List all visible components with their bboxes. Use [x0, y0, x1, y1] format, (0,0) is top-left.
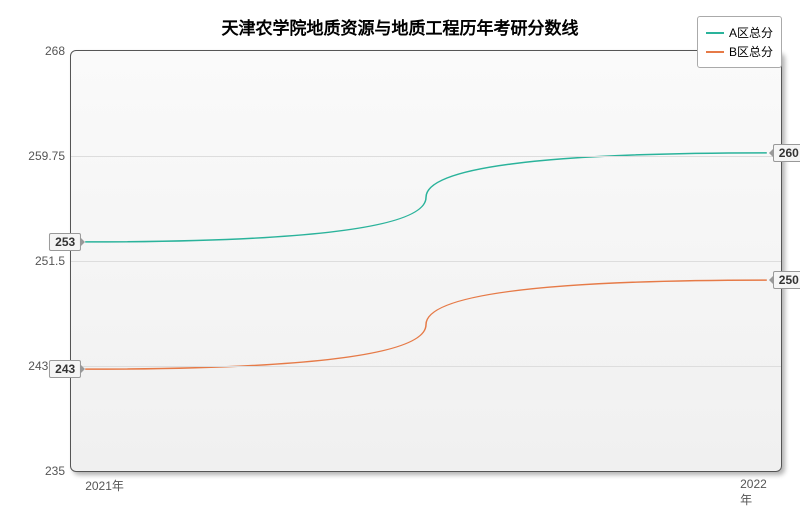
- legend-label-a: A区总分: [729, 24, 773, 41]
- chart-title: 天津农学院地质资源与地质工程历年考研分数线: [0, 14, 800, 39]
- x-tick-label: 2021年: [85, 477, 124, 494]
- series-line: [85, 280, 767, 369]
- legend: A区总分 B区总分: [697, 16, 782, 68]
- value-label: 253: [49, 233, 81, 251]
- y-tick-label: 251.5: [35, 254, 65, 268]
- legend-item-b: B区总分: [706, 43, 773, 60]
- value-label: 250: [773, 271, 800, 289]
- chart-container: 天津农学院地质资源与地质工程历年考研分数线 235243.25251.5259.…: [0, 0, 800, 500]
- legend-swatch-a: [706, 32, 724, 34]
- plot-area: 235243.25251.5259.752682021年2022年2532602…: [70, 50, 782, 472]
- y-tick-label: 235: [45, 464, 65, 478]
- legend-label-b: B区总分: [729, 43, 773, 60]
- y-tick-label: 259.75: [28, 149, 65, 163]
- legend-swatch-b: [706, 51, 724, 53]
- series-line: [85, 153, 767, 242]
- x-tick-label: 2022年: [740, 477, 767, 508]
- y-tick-label: 268: [45, 44, 65, 58]
- value-label: 260: [773, 144, 800, 162]
- legend-item-a: A区总分: [706, 24, 773, 41]
- value-label: 243: [49, 360, 81, 378]
